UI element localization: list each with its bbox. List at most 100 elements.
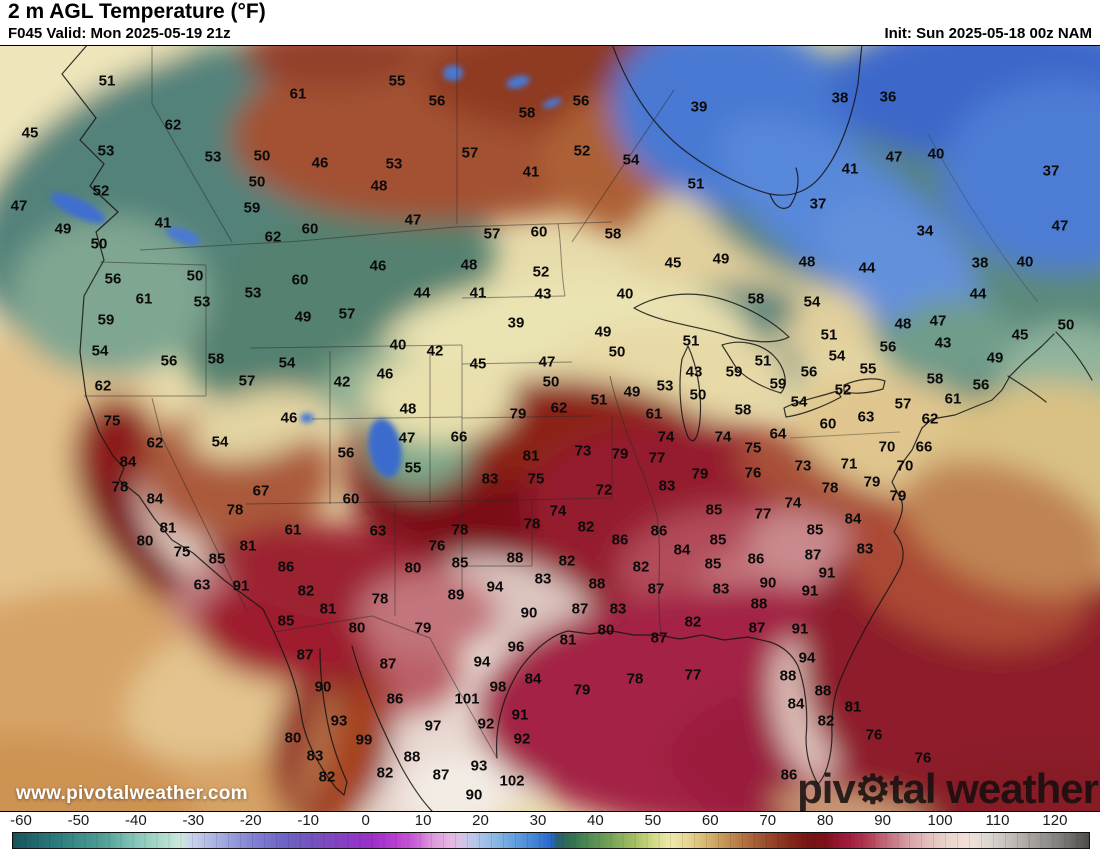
temp-label: 50 [248, 173, 266, 191]
temp-label: 94 [486, 578, 504, 596]
coastlines [61, 46, 1093, 811]
temp-label: 80 [404, 559, 422, 577]
temp-label: 85 [705, 501, 723, 519]
temp-label: 63 [369, 522, 387, 540]
temp-label: 83 [609, 600, 627, 618]
temp-label: 56 [879, 338, 897, 356]
temp-label: 58 [747, 290, 765, 308]
colorbar-tick-label: -40 [125, 812, 147, 829]
logo-text-post: tal weather [889, 765, 1099, 812]
temp-label: 55 [404, 459, 422, 477]
temp-label: 62 [94, 377, 112, 395]
temp-label: 81 [522, 447, 540, 465]
temp-label: 87 [804, 546, 822, 564]
temp-label: 82 [318, 768, 336, 786]
temp-label: 59 [725, 363, 743, 381]
temp-label: 83 [712, 580, 730, 598]
temp-label: 40 [927, 145, 945, 163]
temp-label: 50 [1057, 316, 1075, 334]
temp-label: 41 [522, 163, 540, 181]
temp-label: 44 [413, 284, 431, 302]
temp-label: 81 [159, 519, 177, 537]
temp-label: 73 [574, 442, 592, 460]
temp-label: 87 [647, 580, 665, 598]
temperature-labels: 51 61 45 62 53 53 50 46 50 52 59 47 41 60 62 49 50 56 50 60… [0, 46, 1100, 811]
temp-label: 79 [691, 465, 709, 483]
temp-label: 87 [571, 600, 589, 618]
colorbar-tick-label: 20 [472, 812, 489, 829]
temp-label: 99 [355, 731, 373, 749]
temp-label: 87 [748, 619, 766, 637]
colorbar-tick-label: 10 [414, 812, 432, 829]
temp-label: 87 [296, 646, 314, 664]
temp-label: 62 [164, 116, 182, 134]
temp-label: 87 [650, 629, 668, 647]
temp-label: 47 [538, 353, 556, 371]
temp-label: 79 [573, 681, 591, 699]
temp-label: 45 [469, 355, 487, 373]
temp-label: 85 [451, 554, 469, 572]
temp-label: 75 [173, 543, 191, 561]
temp-label: 80 [136, 532, 154, 550]
colorbar-tick-label: -10 [297, 812, 320, 829]
temp-label: 89 [447, 586, 465, 604]
temp-label: 53 [244, 284, 262, 302]
temp-label: 54 [803, 293, 821, 311]
temp-label: 36 [879, 88, 897, 106]
temp-label: 75 [103, 412, 121, 430]
temp-label: 54 [278, 354, 296, 372]
temp-label: 43 [685, 363, 703, 381]
temp-label: 74 [714, 428, 732, 446]
temp-label: 83 [481, 470, 499, 488]
temp-label: 91 [818, 564, 836, 582]
temp-label: 45 [664, 254, 682, 272]
temp-label: 61 [289, 85, 307, 103]
temp-label: 78 [523, 515, 541, 533]
gear-icon: ⚙ [854, 768, 891, 812]
temp-label: 91 [511, 706, 529, 724]
valid-time-label: F045 Valid: Mon 2025-05-19 21z [8, 25, 231, 42]
temp-label: 86 [650, 522, 668, 540]
temp-label: 51 [687, 175, 705, 193]
temp-label: 46 [369, 257, 387, 275]
temp-label: 71 [840, 455, 858, 473]
temp-label: 83 [658, 477, 676, 495]
temp-label: 80 [348, 619, 366, 637]
temp-label: 56 [972, 376, 990, 394]
temp-label: 50 [689, 386, 707, 404]
map-canvas[interactable]: 51 61 45 62 53 53 50 46 50 52 59 47 41 60 62 49 50 56 50 60… [0, 45, 1100, 812]
temp-label: 85 [709, 531, 727, 549]
temp-label: 51 [590, 391, 608, 409]
temp-label: 54 [790, 393, 808, 411]
temp-label: 88 [506, 549, 524, 567]
temp-label: 57 [338, 305, 356, 323]
temp-label: 51 [682, 332, 700, 350]
temp-label: 84 [524, 670, 542, 688]
temp-label: 97 [424, 717, 442, 735]
temp-label: 49 [623, 383, 641, 401]
temperature-field [0, 46, 1100, 811]
temp-label: 40 [1016, 253, 1034, 271]
temp-label: 56 [572, 92, 590, 110]
temp-label: 49 [986, 349, 1004, 367]
temp-label: 60 [301, 220, 319, 238]
temp-label: 74 [657, 428, 675, 446]
colorbar-tick-label: 0 [361, 812, 370, 829]
temp-label: 86 [386, 690, 404, 708]
temp-label: 47 [885, 148, 903, 166]
temp-label: 78 [821, 479, 839, 497]
temp-label: 34 [916, 222, 934, 240]
temp-label: 91 [801, 582, 819, 600]
temp-label: 85 [704, 555, 722, 573]
colorbar-tick-label: 60 [701, 812, 719, 829]
temp-label: 70 [878, 438, 896, 456]
colorbar-tick-label: 100 [927, 812, 953, 829]
colorbar-tick-label: -50 [67, 812, 90, 829]
temp-label: 54 [211, 433, 229, 451]
temp-label: 83 [306, 747, 324, 765]
temp-label: 53 [193, 293, 211, 311]
temp-label: 51 [754, 352, 772, 370]
temp-label: 60 [819, 415, 837, 433]
temp-label: 90 [314, 678, 332, 696]
temp-label: 42 [426, 342, 444, 360]
